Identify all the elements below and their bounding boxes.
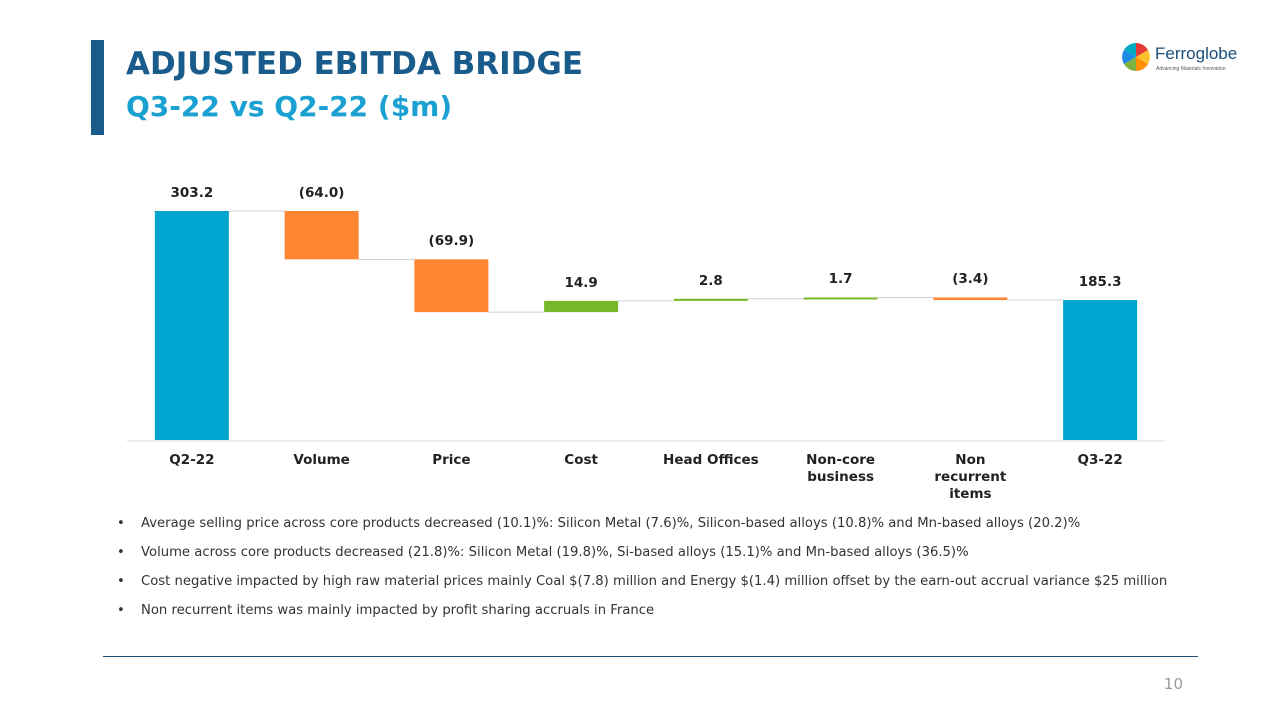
x-tick-label: Cost bbox=[564, 452, 598, 468]
title: ADJUSTED EBITDA BRIDGE bbox=[126, 46, 583, 82]
bullet: Non recurrent items was mainly impacted … bbox=[117, 598, 1198, 624]
data-label: 1.7 bbox=[828, 271, 853, 288]
page-number: 10 bbox=[1163, 675, 1183, 693]
data-label: 14.9 bbox=[564, 274, 598, 291]
chart bbox=[127, 210, 1165, 442]
bar bbox=[1063, 300, 1138, 440]
bar bbox=[154, 211, 229, 440]
bar bbox=[284, 211, 359, 260]
bar bbox=[933, 297, 1008, 301]
data-label: (3.4) bbox=[952, 271, 989, 288]
logo-name: Ferroglobe bbox=[1155, 44, 1238, 63]
x-tick-label: Non-core business bbox=[806, 452, 876, 485]
data-label: 303.2 bbox=[170, 185, 214, 201]
bullet: Average selling price across core produc… bbox=[117, 511, 1198, 537]
accent-bar bbox=[91, 40, 104, 135]
x-tick-label: Q2-22 bbox=[169, 452, 215, 468]
bar bbox=[414, 259, 489, 313]
bullet: Volume across core products decreased (2… bbox=[117, 540, 1198, 566]
bullet-list: Average selling price across core produc… bbox=[117, 511, 1198, 627]
x-tick-label: Head Offices bbox=[663, 452, 759, 468]
x-tick-label: Q3-22 bbox=[1077, 452, 1123, 468]
x-tick-label: Non recurrent items bbox=[934, 452, 1007, 502]
data-label: (69.9) bbox=[428, 233, 475, 250]
bullet: Cost negative impacted by high raw mater… bbox=[117, 569, 1198, 595]
data-label: (64.0) bbox=[298, 185, 345, 201]
x-tick-label: Price bbox=[432, 452, 471, 468]
bar bbox=[673, 298, 748, 301]
x-tick-label: Volume bbox=[293, 452, 350, 468]
bar bbox=[803, 297, 878, 300]
data-label: 185.3 bbox=[1078, 274, 1122, 291]
logo-icon bbox=[1122, 43, 1150, 71]
divider bbox=[103, 656, 1198, 657]
bar bbox=[544, 300, 619, 313]
logo-tagline: Advancing Materials Innovation bbox=[1156, 66, 1226, 72]
data-label: 2.8 bbox=[698, 272, 723, 289]
subtitle: Q3-22 vs Q2-22 ($m) bbox=[126, 90, 453, 123]
